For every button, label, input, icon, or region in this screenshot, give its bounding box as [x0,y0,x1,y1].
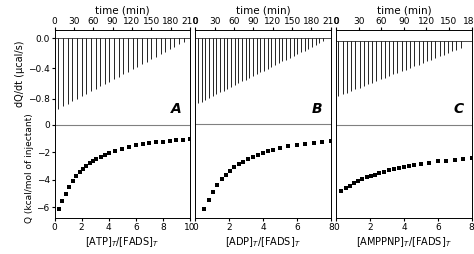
Point [65,185,73,189]
Point [125,145,133,149]
Point [319,140,326,144]
Point [367,174,374,178]
Text: C: C [453,102,463,116]
Point [400,165,408,169]
Point [395,166,402,170]
Point [222,173,229,177]
Point [359,177,366,181]
X-axis label: [ADP]$_T$/[FADS]$_T$: [ADP]$_T$/[FADS]$_T$ [225,235,301,249]
Text: A: A [171,102,182,116]
Point [310,141,318,145]
Point [55,207,63,211]
Point [200,207,208,211]
Point [327,139,335,143]
Point [355,179,362,183]
Point [186,137,194,141]
Point [337,188,345,193]
X-axis label: time (min): time (min) [95,6,149,16]
Point [152,140,160,145]
Point [59,199,66,203]
Point [259,151,267,155]
Point [226,169,234,173]
Point [350,181,358,185]
X-axis label: time (min): time (min) [236,6,291,16]
Point [468,156,474,161]
Text: B: B [312,102,322,116]
Point [371,172,379,177]
Point [380,169,387,173]
Point [214,183,221,187]
X-axis label: time (min): time (min) [377,6,431,16]
Point [97,155,104,159]
Point [249,154,257,158]
Point [82,164,90,168]
Point [93,157,100,161]
Point [434,160,442,164]
Point [112,149,119,153]
X-axis label: [AMPPNP]$_T$/[FADS]$_T$: [AMPPNP]$_T$/[FADS]$_T$ [356,235,452,249]
Point [146,141,153,145]
Point [101,153,109,157]
Point [86,161,93,165]
Point [269,148,277,152]
Point [417,162,425,166]
Point [346,184,354,188]
Point [205,198,213,202]
Point [375,171,383,175]
Point [139,142,146,146]
Point [405,164,413,168]
Point [210,190,217,194]
Point [459,157,467,161]
Point [79,167,87,171]
Point [390,167,398,171]
Point [410,163,418,167]
Point [244,157,252,161]
Point [276,146,284,150]
Point [166,139,173,143]
Point [69,179,77,183]
Point [235,162,242,166]
Point [301,142,309,146]
Point [264,149,272,153]
Point [342,186,349,190]
X-axis label: [ATP]$_T$/[FADS]$_T$: [ATP]$_T$/[FADS]$_T$ [85,235,159,249]
Y-axis label: dQ/dt (μcal/s): dQ/dt (μcal/s) [15,41,25,107]
Y-axis label: Q (kcal/mol of injectant): Q (kcal/mol of injectant) [25,113,34,223]
Point [385,168,392,172]
Point [132,144,139,148]
Point [118,147,126,151]
Point [105,151,112,155]
Point [285,145,292,149]
Point [426,161,433,165]
Point [173,138,180,142]
Point [239,160,246,164]
Point [254,153,262,157]
Point [363,176,371,180]
Point [89,159,97,163]
Point [451,158,458,162]
Point [179,138,187,142]
Point [293,143,301,147]
Point [230,165,238,169]
Point [76,170,83,174]
Point [62,192,70,196]
Point [73,174,80,179]
Point [159,139,167,144]
Point [442,159,450,163]
Point [218,177,226,181]
